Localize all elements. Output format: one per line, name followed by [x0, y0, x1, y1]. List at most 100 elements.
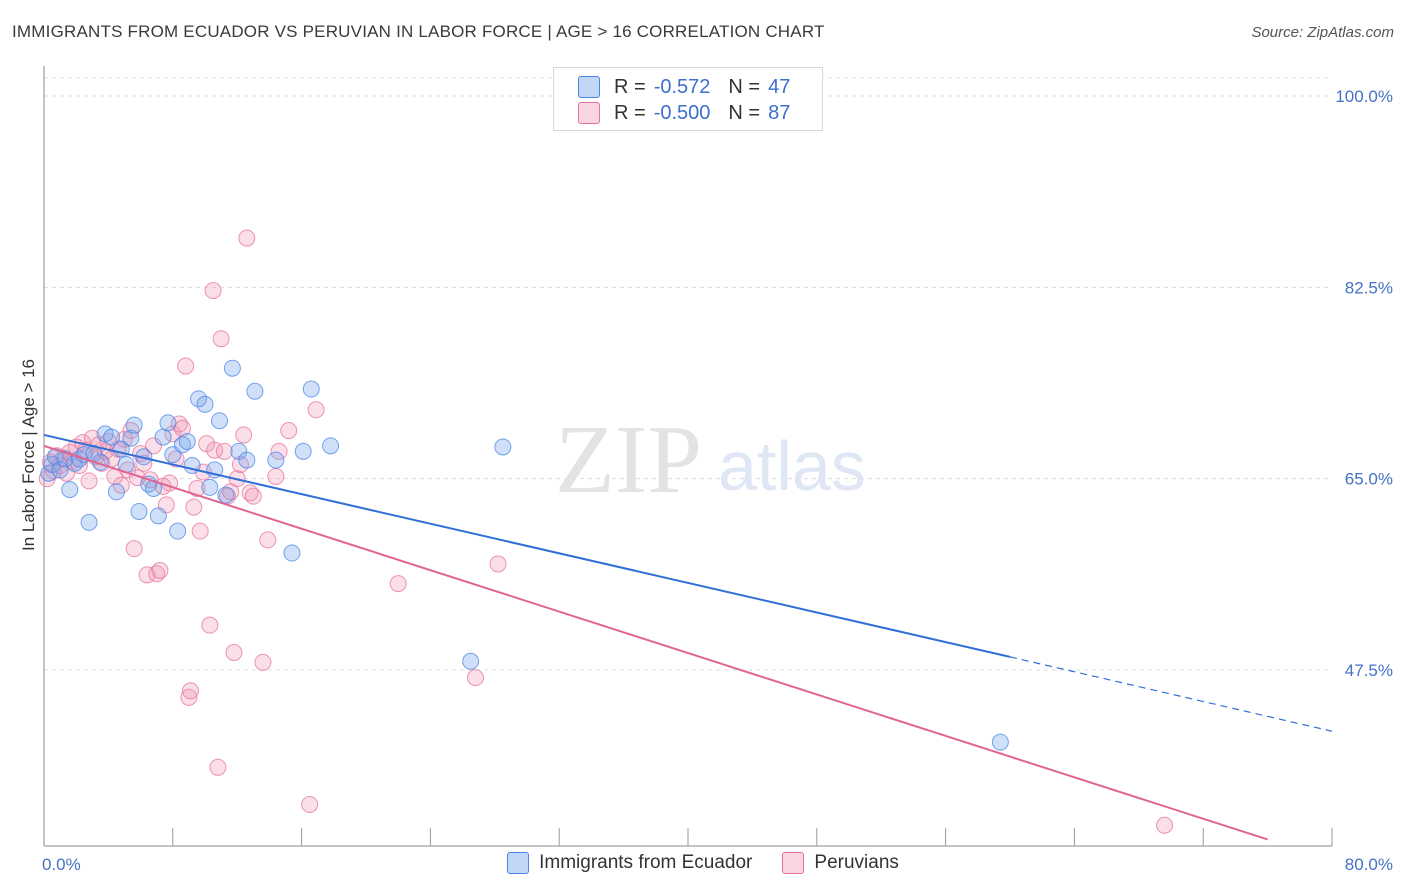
y-tick-label: 65.0% [1345, 470, 1393, 489]
legend-item-peruvians: Peruvians [782, 852, 899, 874]
ecuador-point [302, 380, 320, 398]
ecuador-point [217, 486, 235, 504]
peruvian-point [164, 425, 182, 443]
peruvian-point [191, 522, 209, 540]
ecuador-point [51, 461, 69, 479]
legend-r-value-ecuador: -0.572 [653, 75, 711, 98]
peruvian-point [204, 282, 222, 300]
ecuador-point [40, 464, 58, 482]
ecuador-point [210, 412, 228, 430]
x-tick-label: 80.0% [1345, 855, 1393, 874]
legend-label-peruvians: Peruvians [814, 852, 899, 873]
series-peruvians [38, 229, 1174, 834]
peruvian-point [270, 442, 288, 460]
y-tick-label: 82.5% [1345, 278, 1393, 297]
peruvian-point [301, 795, 319, 813]
ecuador-point [462, 652, 480, 670]
peruvian-point [280, 422, 298, 440]
y-axis-label: In Labor Force | Age > 16 [19, 359, 38, 551]
legend-n-label: N = [728, 75, 761, 98]
peruvian-point [489, 555, 507, 573]
peruvian-point [177, 357, 195, 375]
legend-swatch-peruvians [782, 852, 805, 874]
peruvian-point [209, 758, 227, 776]
peruvian-point [241, 484, 259, 502]
peruvian-point [267, 467, 285, 485]
ecuador-point [61, 481, 79, 499]
ecuador-point [283, 544, 301, 562]
peruvian-point [185, 498, 203, 516]
peruvian-point [238, 229, 256, 247]
series-ecuador [40, 359, 1009, 751]
series-legend: Immigrants from Ecuador Peruvians [0, 852, 1406, 874]
peruvian-point [116, 430, 133, 448]
ecuador-point [107, 483, 125, 501]
peruvian-point [212, 330, 230, 348]
peruvian-point [144, 437, 162, 455]
legend-r-label: R = [614, 101, 646, 124]
legend-r-value-peruvians: -0.500 [653, 101, 711, 124]
peruvian-point [148, 565, 166, 583]
peruvian-point [1156, 816, 1174, 834]
ecuador-point [238, 451, 256, 469]
legend-item-ecuador: Immigrants from Ecuador [507, 852, 752, 874]
legend-n-label: N = [728, 101, 761, 124]
peruvian-point [466, 669, 484, 687]
peruvian-point [80, 472, 98, 490]
peruvian-point [254, 653, 272, 671]
ecuador-point [154, 428, 172, 446]
ecuador-point [267, 451, 285, 469]
peruvian-point [182, 682, 200, 700]
peruvian-point [215, 442, 233, 460]
ecuador-point [173, 436, 191, 454]
peruvian-point [235, 426, 253, 444]
ecuador-point [246, 382, 264, 400]
legend-swatch-ecuador [578, 76, 600, 98]
ecuador-point [196, 395, 214, 413]
peruvian-point [151, 562, 169, 580]
ecuador-point [178, 432, 196, 450]
watermark-atlas: atlas [718, 427, 866, 505]
ecuador-point [80, 513, 98, 531]
legend-swatch-peruvians [578, 102, 600, 124]
watermark: ZIP atlas [555, 406, 866, 514]
peruvian-point [259, 531, 277, 549]
trend-lines [43, 433, 1333, 841]
y-tick-label: 100.0% [1335, 87, 1393, 106]
ecuador-point [130, 502, 148, 520]
ecuador-point [125, 416, 143, 434]
ecuador-point [294, 442, 312, 460]
peruvian-point [225, 644, 243, 662]
legend-row-ecuador: R = -0.572 N = 47 [578, 75, 790, 99]
legend-row-peruvians: R = -0.500 N = 87 [578, 101, 790, 125]
watermark-zip: ZIP [555, 406, 702, 514]
tick-labels: 100.0% 82.5% 65.0% 47.5% 0.0% 80.0% [42, 87, 1393, 874]
source-label: Source: ZipAtlas.com [1251, 24, 1394, 41]
legend-n-value-peruvians: 87 [768, 101, 791, 124]
x-tick-label: 0.0% [42, 855, 81, 874]
chart-title: IMMIGRANTS FROM ECUADOR VS PERUVIAN IN L… [12, 22, 825, 41]
ecuador-point [159, 414, 177, 432]
ecuador-point [169, 522, 187, 540]
correlation-legend: R = -0.572 N = 47 R = -0.500 N = 87 [553, 67, 823, 131]
peruvian-point [188, 480, 206, 498]
peruvian-point [180, 688, 198, 706]
ecuador-point [103, 428, 121, 446]
ecuador-point [149, 507, 167, 525]
ecuador-point [322, 437, 340, 455]
ecuador-point [991, 733, 1009, 751]
peruvian-point [201, 616, 219, 634]
ecuador-point [201, 478, 219, 496]
peruvian-point [389, 575, 407, 593]
ecuador-trend-line [43, 433, 1011, 658]
ecuador-point [56, 450, 74, 468]
ecuador-point [223, 359, 241, 377]
legend-swatch-ecuador [507, 852, 530, 874]
legend-label-ecuador: Immigrants from Ecuador [539, 852, 753, 873]
peruvian-point [307, 401, 325, 419]
peruvian-point [125, 540, 143, 558]
ecuador-trend-extension [1009, 656, 1333, 732]
legend-n-value-ecuador: 47 [768, 75, 791, 98]
legend-r-label: R = [614, 75, 646, 98]
